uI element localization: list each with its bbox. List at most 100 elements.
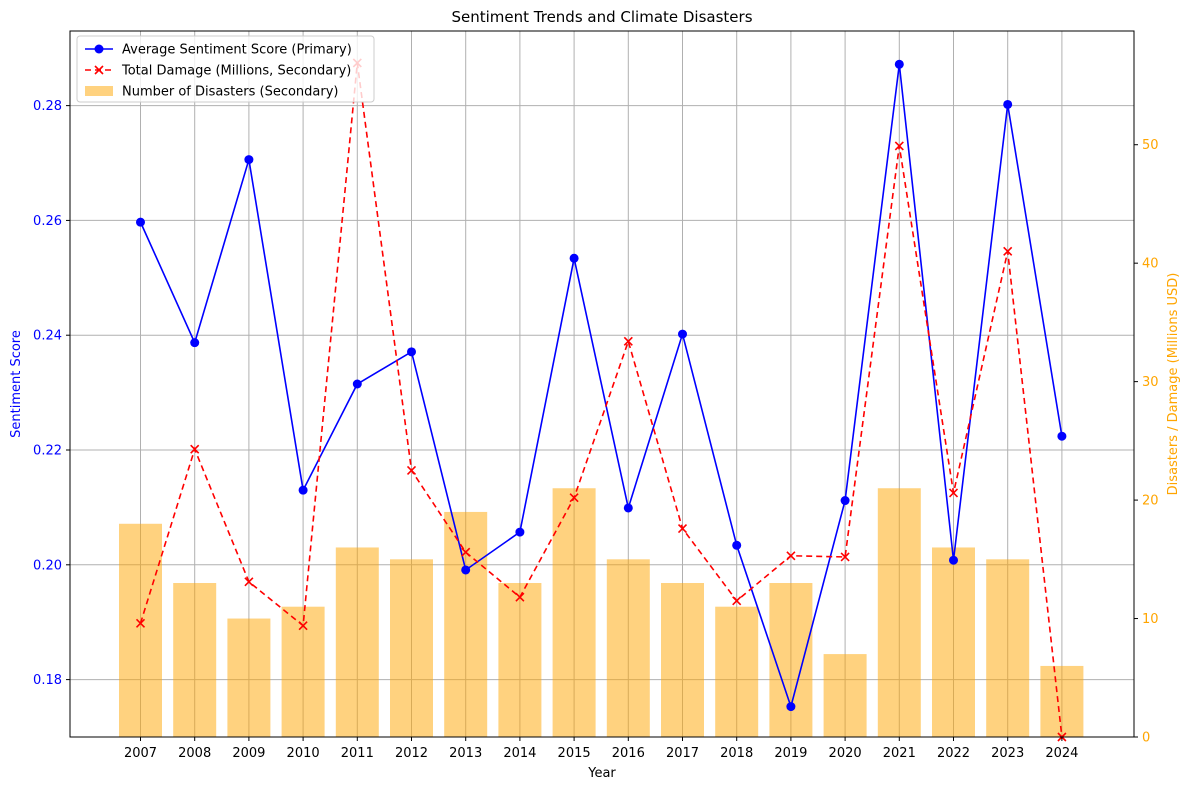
x-tick-label: 2015 bbox=[558, 746, 591, 761]
x-tick-label: 2014 bbox=[503, 746, 536, 761]
y-axis-title: Sentiment Score bbox=[9, 330, 24, 438]
sentiment-point bbox=[894, 59, 904, 69]
damage-point-stroke bbox=[1003, 246, 1013, 256]
disaster-bar bbox=[661, 583, 704, 737]
y-tick-label: 0.26 bbox=[33, 214, 62, 229]
legend-label-sentiment: Average Sentiment Score (Primary) bbox=[122, 43, 352, 58]
y2-tick-label: 50 bbox=[1142, 138, 1159, 153]
damage-point-stroke bbox=[298, 621, 308, 631]
x-tick-label: 2020 bbox=[829, 746, 862, 761]
y2-axis-title: Disasters / Damage (Millions USD) bbox=[1166, 273, 1181, 496]
y2-tick-label: 20 bbox=[1142, 494, 1159, 509]
damage-point bbox=[569, 493, 579, 503]
disaster-bar bbox=[119, 523, 162, 737]
sentiment-point bbox=[569, 253, 579, 263]
disaster-bar bbox=[986, 559, 1030, 737]
sentiment-point bbox=[678, 329, 687, 339]
sentiment-point bbox=[352, 379, 362, 389]
damage-point-stroke bbox=[732, 596, 742, 606]
y2-tick-label: 10 bbox=[1142, 612, 1159, 627]
damage-point-stroke bbox=[135, 618, 146, 628]
sentiment-point bbox=[840, 496, 850, 506]
damage-line bbox=[139, 62, 1063, 738]
disaster-bar bbox=[444, 511, 488, 737]
x-tick-label: 2024 bbox=[1045, 746, 1078, 761]
x-tick-label: 2008 bbox=[178, 746, 211, 761]
disaster-bar bbox=[823, 654, 867, 737]
disaster-bar bbox=[715, 606, 759, 737]
sentiment-point bbox=[515, 527, 525, 537]
damage-point bbox=[948, 488, 959, 498]
y-tick-label: 0.22 bbox=[33, 444, 62, 459]
x-tick-label: 2007 bbox=[124, 746, 157, 761]
x-tick-label: 2019 bbox=[774, 746, 807, 761]
damage-point-stroke bbox=[677, 523, 688, 534]
sentiment-point bbox=[407, 347, 416, 357]
x-tick-label: 2018 bbox=[720, 746, 753, 761]
sentiment-point bbox=[949, 555, 958, 565]
damage-point-stroke bbox=[623, 336, 633, 346]
y2-tick-label: 0 bbox=[1142, 731, 1150, 746]
sentiment-point bbox=[190, 338, 200, 348]
disaster-bar bbox=[227, 618, 271, 737]
chart-title: Sentiment Trends and Climate Disasters bbox=[451, 8, 752, 26]
disaster-bar bbox=[606, 559, 650, 737]
x-tick-label: 2009 bbox=[232, 746, 265, 761]
x-tick-label: 2022 bbox=[937, 746, 970, 761]
y-tick-label: 0.20 bbox=[33, 558, 62, 573]
damage-point bbox=[190, 444, 200, 454]
axes-layer: 2007 2008 2009 2010 2011 2012 2013 2014 2015 2016… bbox=[33, 99, 1159, 761]
legend-label-damage: Total Damage (Millions, Secondary) bbox=[121, 64, 351, 79]
disaster-bar bbox=[932, 547, 975, 737]
x-tick-label: 2021 bbox=[883, 746, 916, 761]
legend-marker-sentiment bbox=[94, 44, 104, 54]
sentiment-point bbox=[136, 217, 145, 227]
sentiment-point bbox=[732, 540, 742, 550]
sentiment-line bbox=[139, 64, 1063, 710]
legend: Average Sentiment Score (Primary) Total D… bbox=[76, 35, 375, 103]
damage-point-stroke bbox=[515, 592, 525, 602]
damage-point bbox=[298, 621, 308, 631]
damage-point bbox=[894, 141, 904, 151]
y-tick-label: 0.18 bbox=[33, 673, 62, 688]
damage-point-stroke bbox=[406, 465, 417, 476]
damage-point-stroke bbox=[461, 547, 471, 557]
x-tick-label: 2011 bbox=[341, 746, 374, 761]
x-tick-label: 2016 bbox=[612, 746, 645, 761]
damage-point-stroke bbox=[786, 551, 796, 561]
disaster-bar bbox=[769, 583, 813, 737]
x-tick-label: 2017 bbox=[666, 746, 699, 761]
damage-point-stroke bbox=[840, 552, 850, 562]
damage-point bbox=[406, 465, 417, 476]
damage-point bbox=[461, 547, 471, 557]
damage-point bbox=[244, 577, 254, 587]
sentiment-point bbox=[1057, 431, 1067, 441]
damage-point bbox=[840, 552, 850, 562]
damage-point-stroke bbox=[190, 444, 200, 454]
damage-point bbox=[732, 596, 742, 606]
legend-marker-damage bbox=[94, 65, 104, 75]
disaster-bar bbox=[281, 606, 325, 737]
sentiment-point bbox=[298, 485, 308, 495]
damage-point bbox=[677, 523, 688, 534]
damage-point bbox=[135, 618, 146, 628]
disaster-bar bbox=[1040, 665, 1084, 737]
lines-layer bbox=[135, 58, 1067, 742]
disaster-bar bbox=[335, 547, 379, 737]
disaster-bar bbox=[390, 559, 433, 737]
damage-point bbox=[515, 592, 525, 602]
x-tick-label: 2023 bbox=[991, 746, 1024, 761]
x-tick-label: 2012 bbox=[395, 746, 428, 761]
y2-tick-label: 40 bbox=[1142, 257, 1159, 272]
y-tick-label: 0.28 bbox=[33, 99, 62, 114]
damage-point-stroke bbox=[894, 141, 904, 151]
y-tick-label: 0.24 bbox=[33, 329, 62, 344]
disaster-bar bbox=[552, 488, 596, 737]
x-axis-title: Year bbox=[587, 766, 616, 781]
disaster-bar bbox=[173, 583, 217, 737]
damage-point bbox=[1003, 246, 1013, 256]
sentiment-point bbox=[623, 503, 633, 513]
legend-box bbox=[76, 35, 375, 103]
